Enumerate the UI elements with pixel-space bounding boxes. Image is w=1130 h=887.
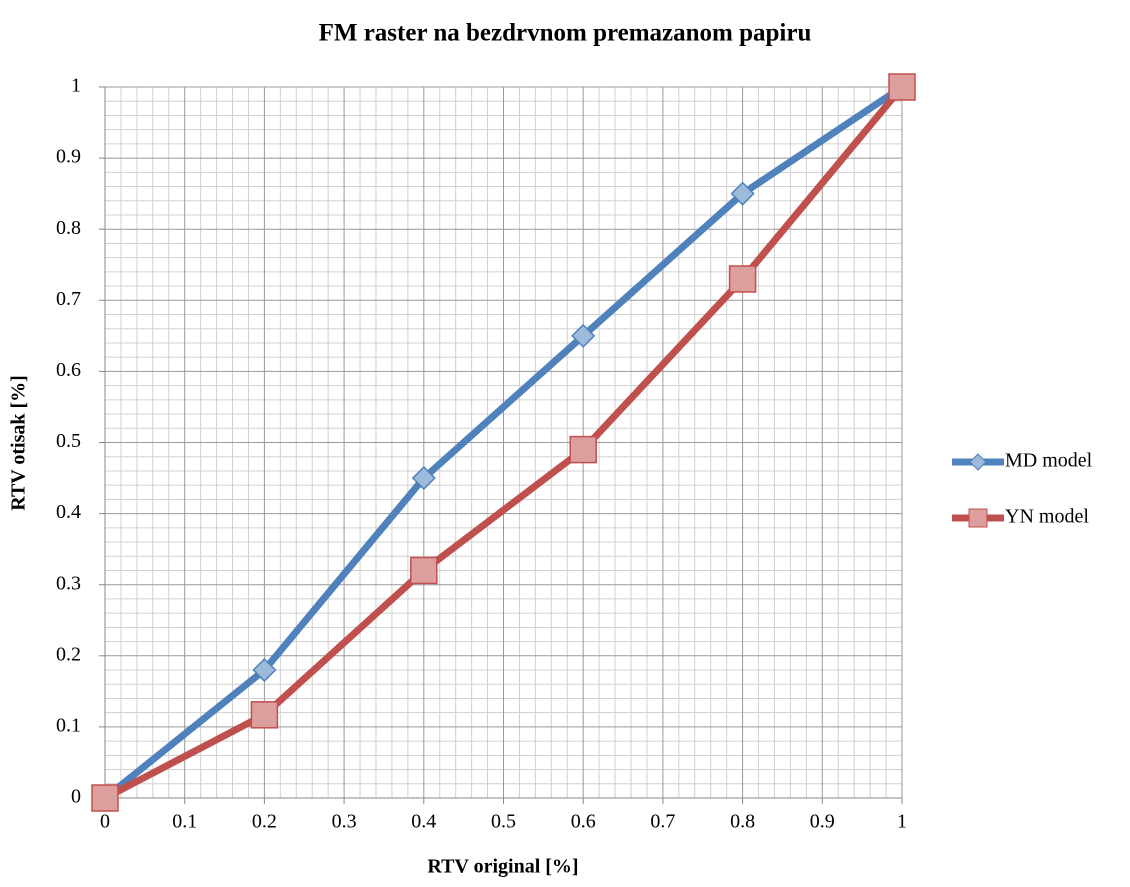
x-tick-label: 0.9 xyxy=(810,811,835,833)
y-tick-label: 0.2 xyxy=(56,643,81,665)
y-tick-label: 0.9 xyxy=(56,146,81,168)
y-tick-label: 0.1 xyxy=(56,714,81,736)
series-line xyxy=(102,84,904,801)
y-tick-label: 0.7 xyxy=(56,288,81,310)
y-tick-label: 1 xyxy=(71,75,81,97)
point xyxy=(728,265,757,293)
x-tick-label: 1 xyxy=(897,811,907,833)
x-axis-label: RTV original [%] xyxy=(427,856,578,878)
x-tick-label: 0.1 xyxy=(172,811,197,833)
series-line xyxy=(103,84,905,802)
x-tick-label: 0.4 xyxy=(411,811,436,833)
x-tick-label: 0.2 xyxy=(252,811,277,833)
x-tick-label: 0.6 xyxy=(571,811,596,833)
point xyxy=(571,323,596,348)
y-tick-label: 0.6 xyxy=(56,359,81,381)
point xyxy=(569,435,597,464)
x-tick-label: 0.7 xyxy=(650,811,675,833)
point xyxy=(730,181,755,206)
x-tick-label: 0.8 xyxy=(730,811,755,833)
y-tick-label: 0.4 xyxy=(56,501,81,523)
point xyxy=(411,465,436,491)
legend-marker xyxy=(968,508,988,528)
x-tick-label: 0.3 xyxy=(332,811,357,833)
legend-label: YN model xyxy=(1005,506,1089,528)
point xyxy=(250,701,279,729)
legend-marker xyxy=(969,453,987,471)
x-tick-label: 0.5 xyxy=(491,811,516,833)
point xyxy=(91,784,119,812)
legend-label: MD model xyxy=(1005,450,1093,472)
y-axis-label: RTV otisak [%] xyxy=(8,375,30,511)
y-tick-label: 0.5 xyxy=(56,430,81,452)
y-tick-label: 0.3 xyxy=(56,572,81,594)
y-tick-label: 0 xyxy=(71,786,81,808)
chart-title: FM raster na bezdrvnom premazanom papiru xyxy=(319,20,812,47)
point xyxy=(888,73,916,101)
point xyxy=(410,556,438,585)
x-tick-label: 0 xyxy=(100,811,110,833)
point xyxy=(252,657,277,683)
y-tick-label: 0.8 xyxy=(56,217,81,239)
